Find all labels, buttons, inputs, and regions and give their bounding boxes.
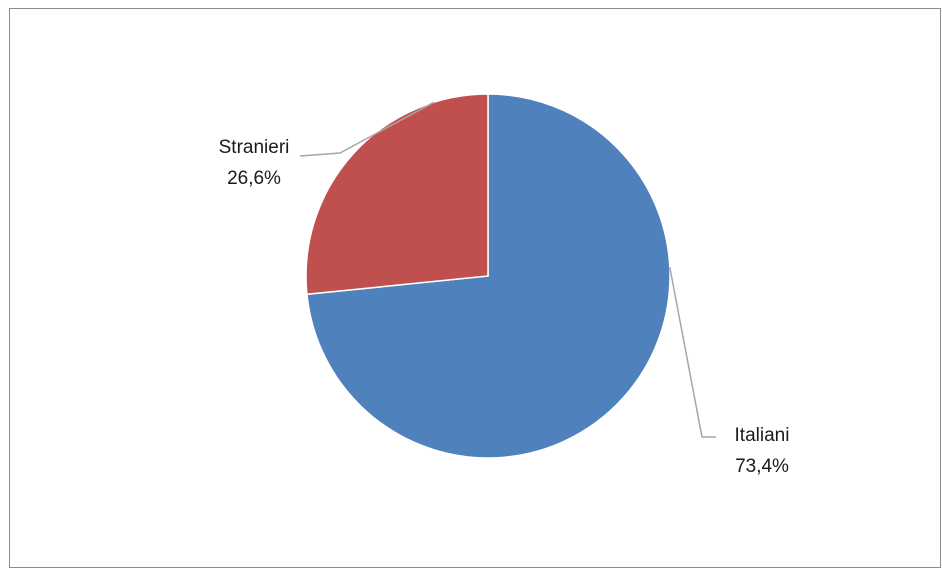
leader-line-italiani bbox=[669, 266, 716, 438]
leader-line-stranieri bbox=[299, 101, 435, 157]
slice-label-italiani: Italiani bbox=[735, 425, 790, 446]
data-labels: Stranieri 26,6% Italiani 73,4% bbox=[219, 137, 790, 477]
pie-chart: Stranieri 26,6% Italiani 73,4% bbox=[219, 93, 790, 477]
slice-label-stranieri: Stranieri bbox=[219, 137, 290, 158]
pie-slice-stranieri bbox=[305, 93, 489, 296]
slice-value-stranieri: 26,6% bbox=[227, 168, 281, 189]
pie-slices bbox=[305, 93, 671, 459]
leader-lines bbox=[299, 101, 716, 438]
slice-value-italiani: 73,4% bbox=[735, 456, 789, 477]
